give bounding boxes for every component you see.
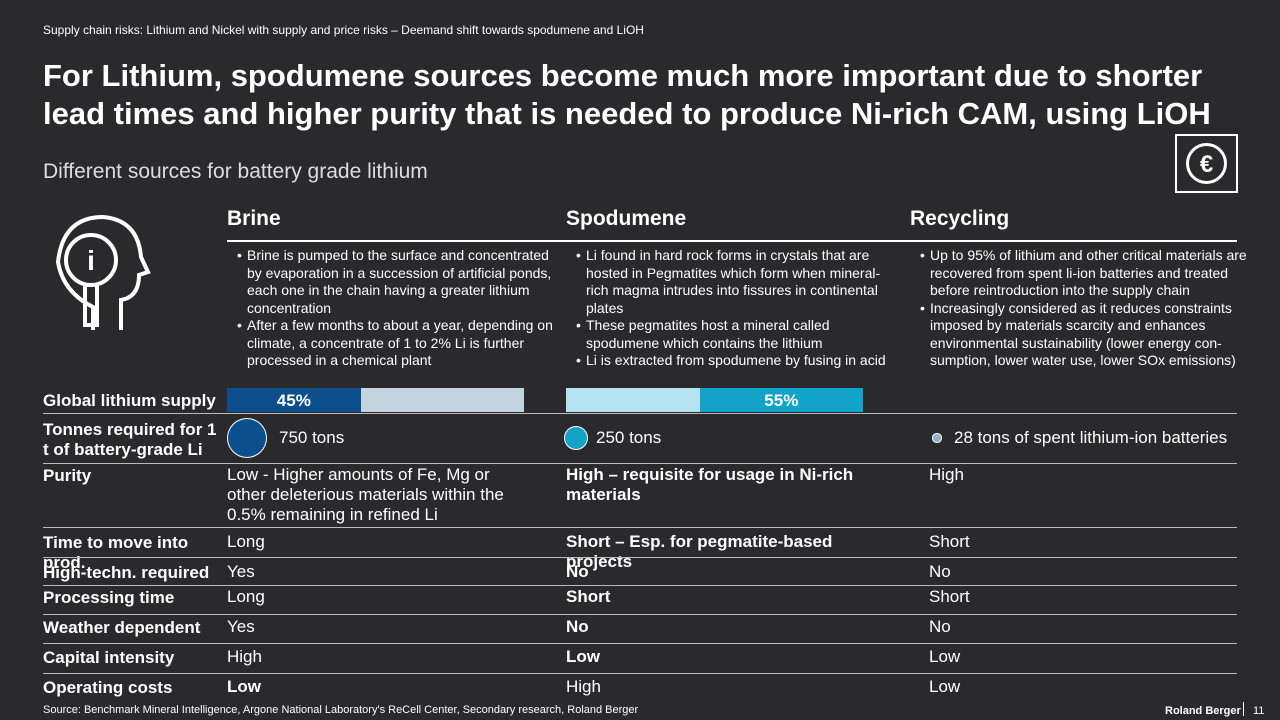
- description: Li found in hard rock forms in crystals …: [576, 247, 901, 370]
- cell: Short – Esp. for pegmatite-based project…: [566, 532, 833, 571]
- source: Source: Benchmark Mineral Intelligence, …: [43, 704, 639, 716]
- bullet: Up to 95% of lithium and other critical …: [920, 247, 1248, 300]
- cell: Yes: [227, 617, 255, 636]
- tonnes-bubble: [227, 418, 267, 458]
- row-label: Processing time: [43, 588, 175, 607]
- row-line: [43, 557, 1237, 558]
- tonnes-bubble: [933, 434, 941, 442]
- cell: Low: [929, 647, 961, 666]
- header-line: [227, 240, 1237, 242]
- row-line: [43, 643, 1237, 644]
- row-line: [43, 585, 1237, 586]
- cell: Yes: [227, 562, 255, 581]
- bullet: Increasingly considered as it reduces co…: [920, 300, 1248, 370]
- page-number: 11: [1253, 705, 1265, 717]
- bullet: After a few months to about a year, depe…: [237, 317, 562, 370]
- cell: High – requisite for usage in Ni-rich ma…: [566, 465, 854, 504]
- row-label: High-techn. required: [43, 563, 210, 582]
- cell: No: [566, 562, 589, 581]
- row-label: Purity: [43, 466, 92, 485]
- share-bar: [699, 388, 863, 412]
- cell: Low - Higher amounts of Fe, Mg or other …: [227, 465, 504, 524]
- cell: Long: [227, 532, 265, 551]
- description: Up to 95% of lithium and other critical …: [920, 247, 1248, 370]
- cell: Low: [227, 677, 261, 696]
- row-label: Weather dependent: [43, 618, 201, 637]
- row-line: [43, 463, 1237, 464]
- subtitle: Different sources for battery grade lith…: [43, 160, 428, 183]
- breadcrumb: Supply chain risks: Lithium and Nickel w…: [43, 23, 644, 37]
- share-label: 55%: [764, 391, 799, 410]
- column-header: Brine: [227, 207, 281, 230]
- tonnes-label: 250 tons: [596, 428, 662, 447]
- cell: No: [929, 562, 951, 581]
- row-line: [43, 413, 1237, 414]
- svg-text:€: €: [1200, 151, 1213, 178]
- row-label: Global lithium supply: [43, 391, 216, 410]
- share-bar: [227, 388, 361, 412]
- euro-icon: €: [1175, 134, 1238, 193]
- row-line: [43, 614, 1237, 615]
- bullet: Brine is pumped to the surface and conce…: [237, 247, 562, 317]
- tonnes-label: 750 tons: [279, 428, 345, 447]
- column-header: Spodumene: [566, 207, 687, 230]
- cell: No: [566, 617, 589, 636]
- description: Brine is pumped to the surface and conce…: [237, 247, 562, 370]
- cell: Low: [929, 677, 961, 696]
- cell: Short: [566, 587, 611, 606]
- svg-text:i: i: [87, 245, 95, 276]
- row-label: Capital intensity: [43, 648, 175, 667]
- cell: Short: [929, 532, 970, 551]
- tonnes-label: 28 tons of spent lithium-ion batteries: [954, 428, 1228, 447]
- cell: High: [566, 677, 601, 696]
- bullet: Li found in hard rock forms in crystals …: [576, 247, 901, 317]
- cell: High: [227, 647, 262, 666]
- cell: Low: [566, 647, 600, 666]
- cell: High: [929, 465, 964, 484]
- divider: [1243, 702, 1244, 716]
- tonnes-bubble: [564, 426, 588, 450]
- title: For Lithium, spodumene sources become mu…: [43, 58, 1211, 131]
- column-header: Recycling: [910, 207, 1010, 230]
- row-label: Operating costs: [43, 678, 173, 697]
- cell: Short: [929, 587, 970, 606]
- cell: No: [929, 617, 951, 636]
- bullet: Li is extracted from spodumene by fusing…: [576, 352, 901, 370]
- row-line: [43, 527, 1237, 528]
- brand: Roland Berger: [1165, 705, 1241, 717]
- share-label: 45%: [276, 391, 311, 410]
- row-label: Tonnes required for 1 t of battery-grade…: [43, 420, 217, 459]
- row-line: [43, 673, 1237, 674]
- bullet: These pegmatites host a mineral called s…: [576, 317, 901, 352]
- info-head-icon: i: [55, 214, 151, 330]
- cell: Long: [227, 587, 265, 606]
